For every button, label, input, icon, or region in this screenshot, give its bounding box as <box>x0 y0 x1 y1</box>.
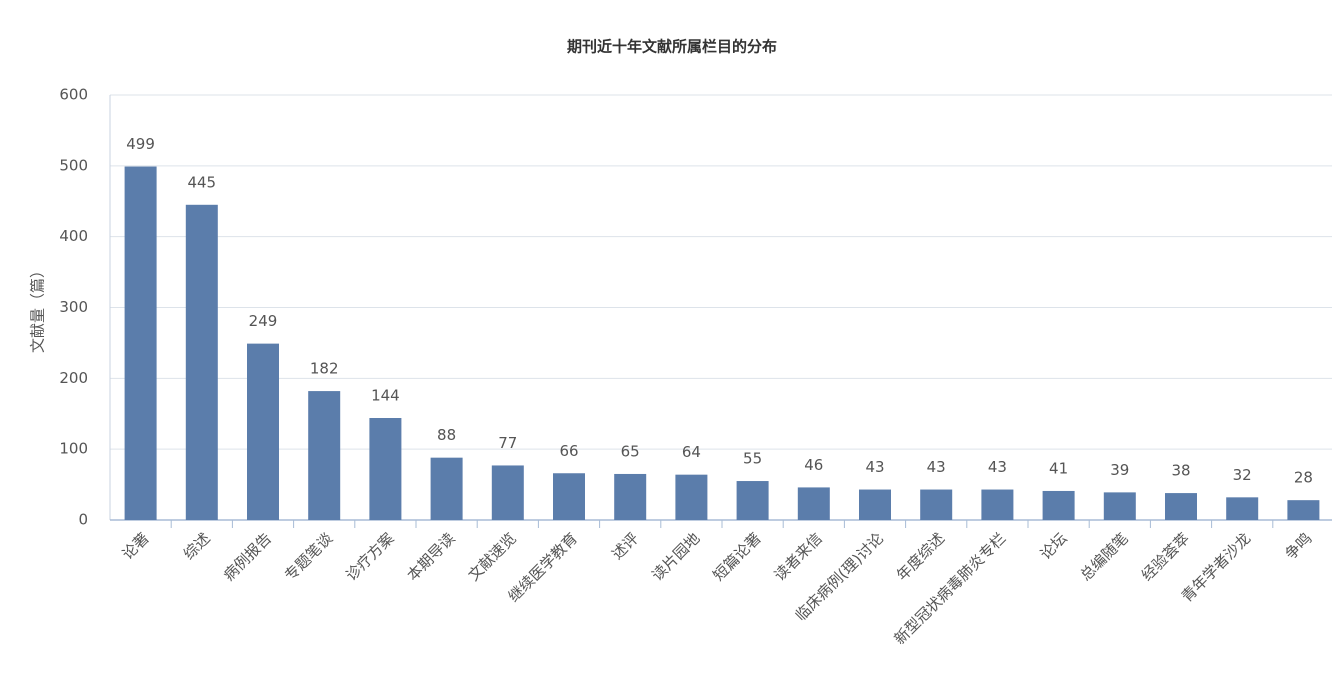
y-tick-label: 100 <box>59 440 88 458</box>
y-tick-label: 400 <box>59 227 88 245</box>
bar <box>185 204 218 520</box>
bar <box>430 457 463 520</box>
x-tick-label: 年度综述 <box>893 529 948 584</box>
value-label: 65 <box>621 442 640 460</box>
y-tick-label: 0 <box>78 511 88 529</box>
x-tick-label: 本期导读 <box>403 529 458 584</box>
value-label: 43 <box>927 458 946 476</box>
x-tick-label: 争鸣 <box>1281 529 1315 563</box>
x-tick-label: 专题笔谈 <box>281 529 336 584</box>
value-label: 28 <box>1294 469 1313 487</box>
bar <box>1042 490 1075 520</box>
bar <box>797 487 830 520</box>
x-tick-label: 论坛 <box>1037 529 1071 563</box>
value-label: 66 <box>559 442 578 460</box>
x-tick-label: 总编随笔 <box>1077 529 1132 584</box>
bar <box>859 489 891 520</box>
x-tick-label: 读者来信 <box>771 529 826 584</box>
y-tick-label: 600 <box>59 86 88 104</box>
bar <box>981 489 1014 520</box>
x-tick-label: 经验荟萃 <box>1138 529 1193 584</box>
value-label: 46 <box>804 456 823 474</box>
bar <box>675 474 708 520</box>
chart-title: 期刊近十年文献所属栏目的分布 <box>567 38 777 56</box>
x-tick-label: 论著 <box>119 529 153 563</box>
value-label: 64 <box>682 443 701 461</box>
value-label: 39 <box>1110 461 1129 479</box>
bar <box>491 465 524 520</box>
value-label: 43 <box>988 458 1007 476</box>
value-label: 499 <box>126 135 155 153</box>
value-label: 32 <box>1233 466 1252 484</box>
y-tick-label: 500 <box>59 156 88 174</box>
x-tick-label: 述评 <box>608 529 642 563</box>
x-tick-label: 文献速览 <box>465 529 520 584</box>
x-tick-label: 读片园地 <box>648 529 703 584</box>
bar <box>369 418 402 520</box>
value-label: 182 <box>310 360 339 378</box>
bar <box>736 481 769 520</box>
bar <box>308 391 341 520</box>
bar <box>1226 497 1259 520</box>
value-label: 249 <box>249 312 278 330</box>
x-tick-label: 新型冠状病毒肺炎专栏 <box>891 529 1010 648</box>
bar <box>1287 500 1320 520</box>
value-label: 38 <box>1171 462 1190 480</box>
x-tick-label: 病例报告 <box>220 529 275 584</box>
y-tick-label: 300 <box>59 298 88 316</box>
bar <box>124 166 157 520</box>
bar <box>614 473 647 520</box>
y-axis-label: 文献量（篇） <box>29 263 47 353</box>
value-label: 88 <box>437 426 456 444</box>
x-tick-label: 短篇论著 <box>709 529 764 584</box>
value-label: 55 <box>743 450 762 468</box>
bar <box>553 473 585 520</box>
value-label: 41 <box>1049 459 1068 477</box>
value-label: 43 <box>865 458 884 476</box>
value-label: 77 <box>498 434 517 452</box>
bar <box>1165 493 1197 520</box>
x-tick-label: 综述 <box>180 529 214 563</box>
value-label: 144 <box>371 387 400 405</box>
value-label: 445 <box>187 173 216 191</box>
bar <box>920 489 953 520</box>
y-tick-label: 200 <box>59 369 88 387</box>
bar <box>247 343 279 520</box>
x-tick-label: 诊疗方案 <box>342 529 397 584</box>
bar <box>1103 492 1136 520</box>
